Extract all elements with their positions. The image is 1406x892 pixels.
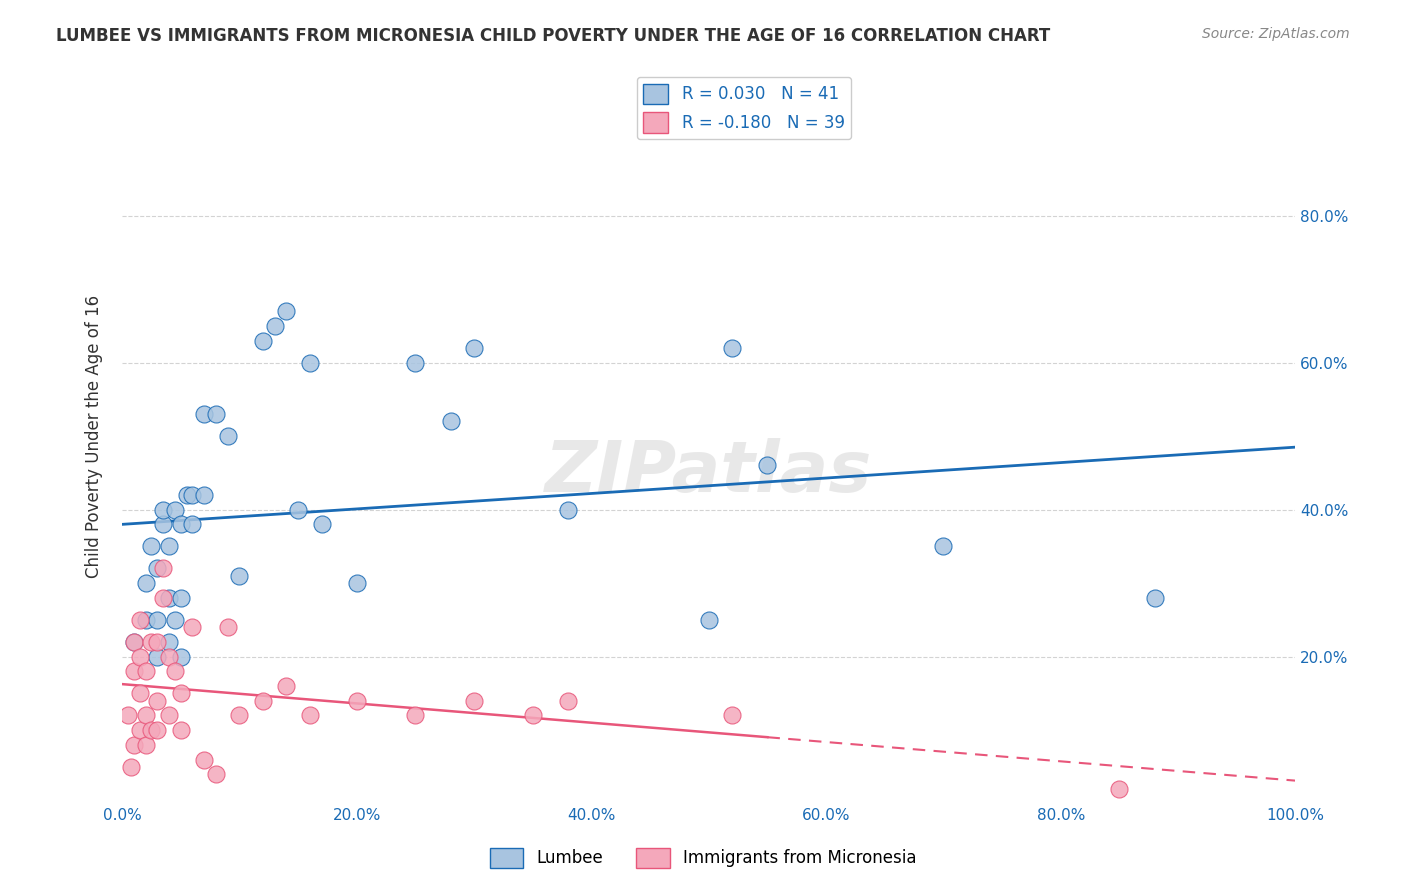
Point: [287, 502, 309, 516]
Point: [146, 613, 169, 627]
Point: [557, 502, 579, 516]
Point: [1143, 591, 1166, 605]
Point: [163, 502, 186, 516]
Point: [141, 635, 163, 649]
Point: [228, 568, 250, 582]
Y-axis label: Child Poverty Under the Age of 16: Child Poverty Under the Age of 16: [86, 294, 103, 578]
Point: [157, 649, 180, 664]
Point: [170, 591, 193, 605]
Point: [170, 723, 193, 738]
Point: [146, 561, 169, 575]
Point: [128, 723, 150, 738]
Point: [146, 723, 169, 738]
Point: [404, 355, 426, 369]
Point: [193, 752, 215, 766]
Point: [134, 613, 156, 627]
Text: LUMBEE VS IMMIGRANTS FROM MICRONESIA CHILD POVERTY UNDER THE AGE OF 16 CORRELATI: LUMBEE VS IMMIGRANTS FROM MICRONESIA CHI…: [56, 27, 1050, 45]
Point: [170, 649, 193, 664]
Point: [120, 760, 142, 774]
Point: [756, 458, 779, 473]
Point: [122, 665, 145, 679]
Point: [152, 561, 174, 575]
Point: [157, 591, 180, 605]
Point: [193, 407, 215, 421]
Point: [176, 488, 198, 502]
Point: [152, 517, 174, 532]
Point: [157, 635, 180, 649]
Point: [134, 738, 156, 752]
Point: [157, 539, 180, 553]
Point: [134, 576, 156, 591]
Point: [205, 407, 228, 421]
Point: [263, 318, 285, 333]
Legend: Lumbee, Immigrants from Micronesia: Lumbee, Immigrants from Micronesia: [482, 841, 924, 875]
Point: [932, 539, 955, 553]
Point: [346, 576, 368, 591]
Point: [404, 708, 426, 723]
Point: [193, 488, 215, 502]
Point: [1108, 781, 1130, 796]
Point: [252, 694, 274, 708]
Point: [122, 738, 145, 752]
Legend: R = 0.030   N = 41, R = -0.180   N = 39: R = 0.030 N = 41, R = -0.180 N = 39: [637, 77, 851, 139]
Point: [134, 708, 156, 723]
Point: [134, 665, 156, 679]
Point: [228, 708, 250, 723]
Point: [128, 686, 150, 700]
Point: [157, 708, 180, 723]
Point: [463, 694, 485, 708]
Point: [181, 488, 204, 502]
Point: [439, 414, 461, 428]
Point: [146, 635, 169, 649]
Point: [205, 767, 228, 781]
Point: [141, 539, 163, 553]
Point: [557, 694, 579, 708]
Point: [146, 649, 169, 664]
Point: [152, 591, 174, 605]
Point: [128, 613, 150, 627]
Point: [298, 355, 321, 369]
Point: [217, 620, 239, 634]
Point: [697, 613, 720, 627]
Point: [163, 665, 186, 679]
Point: [146, 694, 169, 708]
Point: [181, 620, 204, 634]
Point: [181, 517, 204, 532]
Point: [721, 708, 744, 723]
Point: [463, 341, 485, 355]
Point: [298, 708, 321, 723]
Point: [276, 304, 298, 318]
Point: [141, 723, 163, 738]
Point: [217, 429, 239, 443]
Point: [128, 649, 150, 664]
Point: [163, 613, 186, 627]
Point: [122, 635, 145, 649]
Point: [252, 334, 274, 348]
Point: [170, 686, 193, 700]
Point: [117, 708, 139, 723]
Point: [152, 502, 174, 516]
Text: ZIPatlas: ZIPatlas: [546, 438, 873, 508]
Point: [721, 341, 744, 355]
Point: [122, 635, 145, 649]
Point: [170, 517, 193, 532]
Text: Source: ZipAtlas.com: Source: ZipAtlas.com: [1202, 27, 1350, 41]
Point: [276, 679, 298, 693]
Point: [311, 517, 333, 532]
Point: [346, 694, 368, 708]
Point: [522, 708, 544, 723]
